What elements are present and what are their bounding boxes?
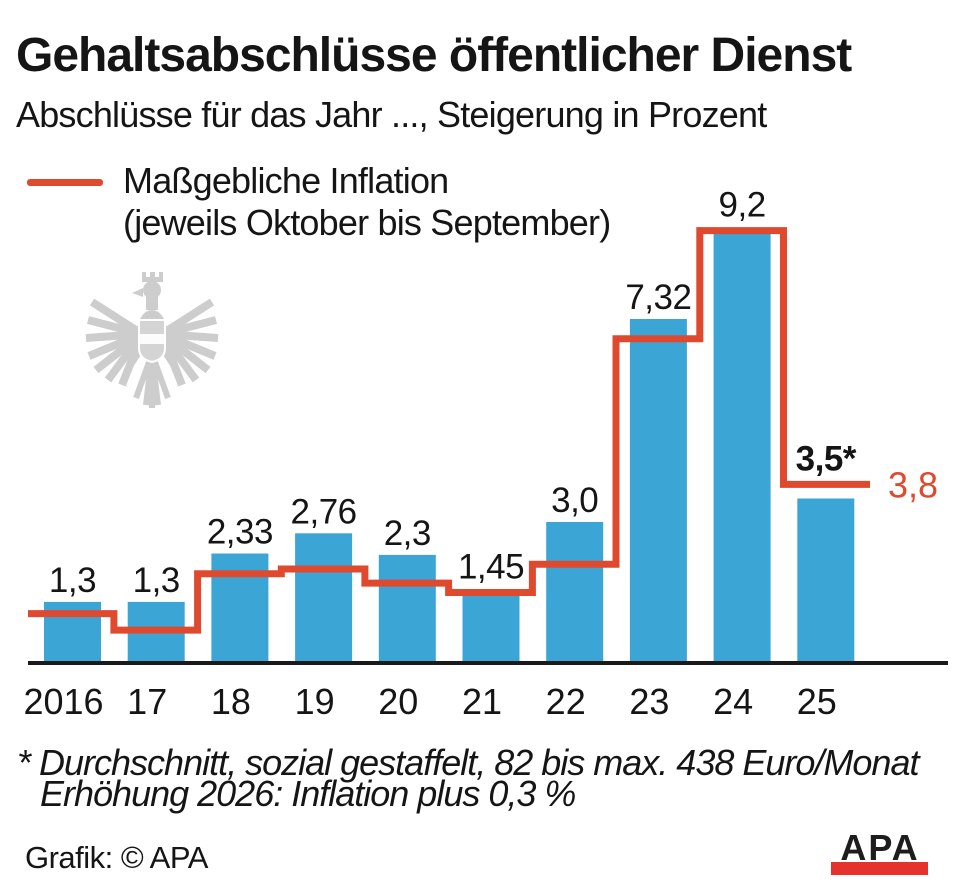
bar-19 xyxy=(295,533,353,663)
bar-value-label-23: 7,32 xyxy=(625,278,691,317)
bar-value-label-25: 3,5* xyxy=(796,439,857,478)
credit: Grafik: © APA xyxy=(25,840,208,875)
austrian-federal-eagle-icon xyxy=(85,272,219,408)
x-axis-label-18: 18 xyxy=(211,681,251,722)
eagle-legs xyxy=(121,350,183,378)
x-axis-label-21: 21 xyxy=(462,681,502,722)
legend-label-line2: (jeweils Oktober bis September) xyxy=(123,202,611,243)
eagle-shield-band xyxy=(139,334,165,344)
page-subtitle: Abschlüsse für das Jahr ..., Steigerung … xyxy=(16,94,767,135)
bar-25 xyxy=(797,498,855,663)
x-axis-label-23: 23 xyxy=(629,681,669,722)
footnote-line1: * Durchschnitt, sozial gestaffelt, 82 bi… xyxy=(17,742,919,783)
eagle-crown xyxy=(142,272,163,282)
x-axis-label-17: 17 xyxy=(127,681,167,722)
apa-logo-red-bar xyxy=(831,862,928,875)
bar-value-label-24: 9,2 xyxy=(719,186,766,225)
x-axis-label-19: 19 xyxy=(295,681,335,722)
bar-value-label-19: 2,76 xyxy=(291,492,357,531)
bar-value-label-21: 1,45 xyxy=(458,548,524,587)
legend: Maßgebliche Inflation (jeweils Oktober b… xyxy=(123,160,611,244)
bar-24 xyxy=(713,230,771,663)
x-axis-label-2016: 2016 xyxy=(23,681,103,722)
bar-value-label-17: 1,3 xyxy=(133,561,180,600)
page-title: Gehaltsabschlüsse öffentlicher Dienst xyxy=(16,29,852,82)
bar-22 xyxy=(546,522,604,663)
inflation-end-label: 3,8 xyxy=(888,464,938,505)
bar-value-label-22: 3,0 xyxy=(551,481,598,520)
bar-value-label-2016: 1,3 xyxy=(49,561,96,600)
inflation-step-line xyxy=(28,227,870,634)
bar-20 xyxy=(378,554,436,663)
footnote-line2: Erhöhung 2026: Inflation plus 0,3 % xyxy=(40,773,576,814)
bar-21 xyxy=(462,594,520,663)
x-axis-label-25: 25 xyxy=(797,681,837,722)
inflation-line-swatch-icon xyxy=(27,179,103,186)
x-axis-label-20: 20 xyxy=(378,681,418,722)
footnote: * Durchschnitt, sozial gestaffelt, 82 bi… xyxy=(17,742,919,814)
legend-label-line1: Maßgebliche Inflation xyxy=(123,160,449,201)
apa-logo: APA xyxy=(831,829,928,875)
bar-value-label-18: 2,33 xyxy=(207,513,273,552)
bar-18 xyxy=(211,553,269,663)
bar-23 xyxy=(629,319,687,663)
apa-logo-text: APA xyxy=(840,829,919,868)
x-axis-label-22: 22 xyxy=(546,681,586,722)
eagle-beak xyxy=(132,288,143,297)
x-axis-label-24: 24 xyxy=(713,681,753,722)
bar-value-label-20: 2,3 xyxy=(384,514,431,553)
